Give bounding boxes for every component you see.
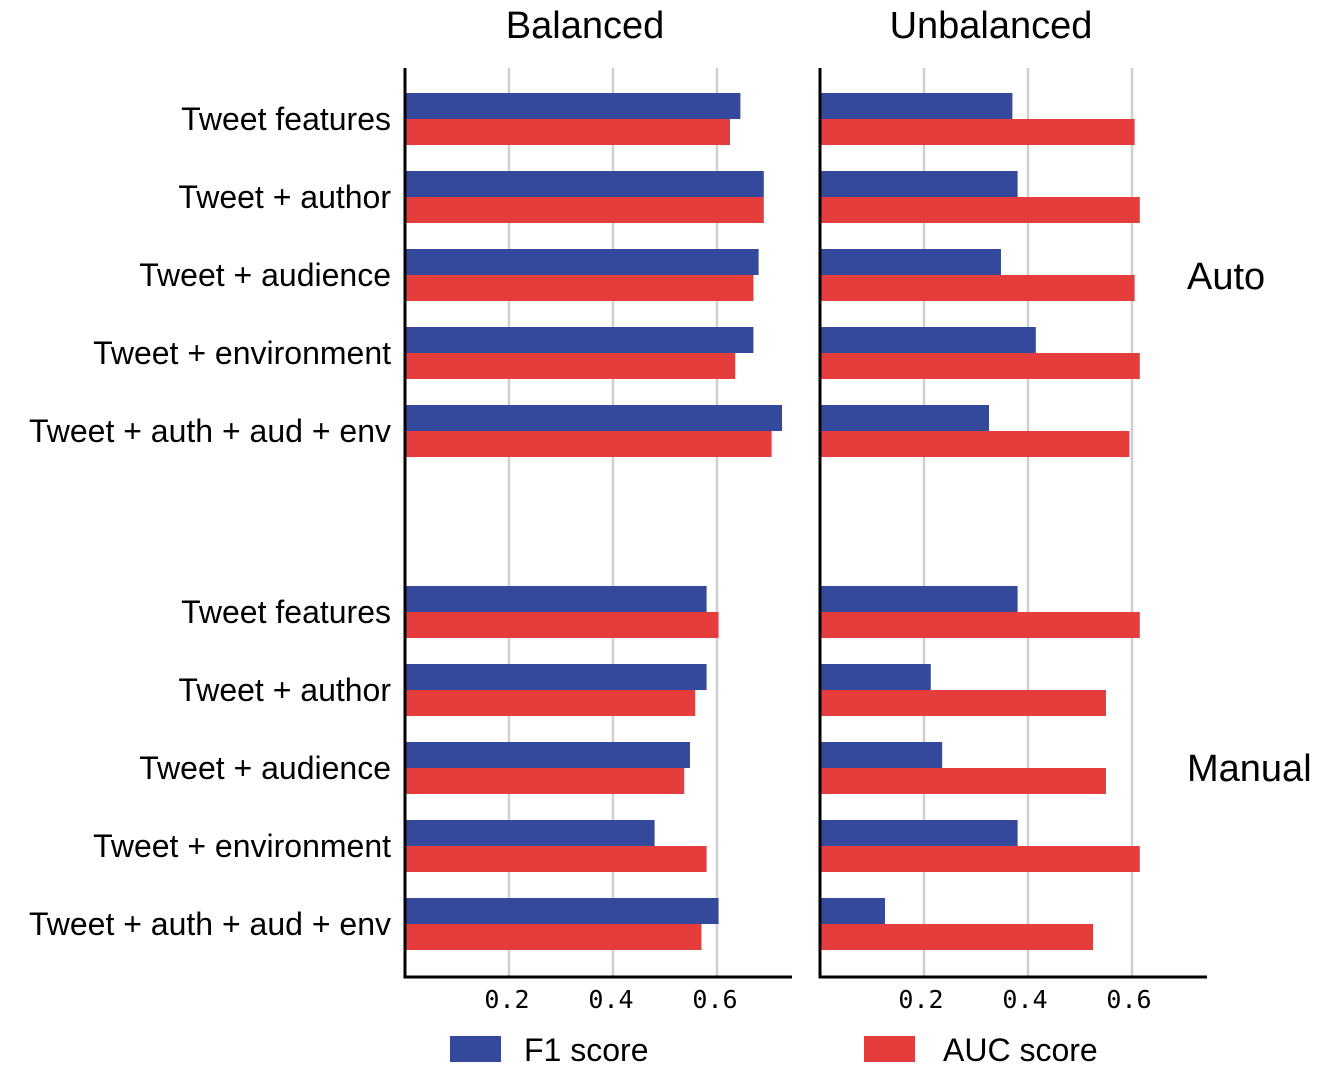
- tick-label-balanced-1: 0.4: [588, 985, 633, 1014]
- axis-layer: [403, 68, 1207, 979]
- bar-balanced-manual-3-auc-score: [405, 768, 685, 794]
- bar-balanced-auto-1-f1-score: [405, 93, 741, 119]
- category-label-auto-1: Tweet features: [181, 101, 391, 137]
- group-label-manual: Manual: [1187, 748, 1312, 790]
- legend-swatch-f1: [450, 1036, 501, 1062]
- bar-unbalanced-manual-4-auc-score: [820, 846, 1140, 872]
- bar-balanced-manual-1-auc-score: [405, 612, 719, 638]
- bar-unbalanced-manual-2-auc-score: [820, 690, 1106, 716]
- bar-unbalanced-manual-5-f1-score: [820, 898, 885, 924]
- bar-unbalanced-manual-1-f1-score: [820, 586, 1018, 612]
- bar-layer: [405, 93, 1140, 950]
- bar-unbalanced-auto-2-f1-score: [820, 171, 1018, 197]
- tick-label-unbalanced-1: 0.4: [1002, 985, 1047, 1014]
- category-label-manual-2: Tweet + author: [178, 672, 391, 708]
- bar-unbalanced-auto-1-auc-score: [820, 119, 1135, 145]
- bar-balanced-manual-4-f1-score: [405, 820, 655, 846]
- bar-unbalanced-manual-2-f1-score: [820, 664, 931, 690]
- bar-balanced-auto-4-f1-score: [405, 327, 754, 353]
- bar-unbalanced-manual-1-auc-score: [820, 612, 1140, 638]
- bar-unbalanced-manual-3-f1-score: [820, 742, 943, 768]
- category-label-manual-3: Tweet + audience: [139, 750, 391, 786]
- bar-unbalanced-auto-5-auc-score: [820, 431, 1130, 457]
- panel-title-balanced: Balanced: [506, 5, 664, 47]
- bar-unbalanced-auto-3-auc-score: [820, 275, 1135, 301]
- category-label-auto-4: Tweet + environment: [93, 335, 391, 371]
- category-label-manual-4: Tweet + environment: [93, 828, 391, 864]
- legend-label-f1: F1 score: [524, 1032, 648, 1068]
- panel-title-unbalanced: Unbalanced: [890, 5, 1093, 47]
- bar-balanced-manual-2-f1-score: [405, 664, 707, 690]
- bar-balanced-manual-2-auc-score: [405, 690, 696, 716]
- tick-label-balanced-0: 0.2: [484, 985, 529, 1014]
- bar-balanced-auto-2-auc-score: [405, 197, 764, 223]
- bar-unbalanced-manual-4-f1-score: [820, 820, 1018, 846]
- category-labels: Tweet features Tweet + author Tweet + audi…: [29, 101, 391, 942]
- bar-balanced-auto-4-auc-score: [405, 353, 736, 379]
- bar-balanced-manual-1-f1-score: [405, 586, 707, 612]
- category-label-auto-5: Tweet + auth + aud + env: [29, 413, 391, 449]
- bar-balanced-manual-4-auc-score: [405, 846, 707, 872]
- group-label-auto: Auto: [1187, 256, 1265, 298]
- bar-unbalanced-manual-3-auc-score: [820, 768, 1106, 794]
- bar-unbalanced-auto-2-auc-score: [820, 197, 1140, 223]
- bar-balanced-auto-5-auc-score: [405, 431, 772, 457]
- legend-swatch-auc: [864, 1036, 915, 1062]
- bar-unbalanced-auto-4-auc-score: [820, 353, 1140, 379]
- bar-unbalanced-auto-5-f1-score: [820, 405, 989, 431]
- category-label-auto-2: Tweet + author: [178, 179, 391, 215]
- bar-unbalanced-auto-3-f1-score: [820, 249, 1001, 275]
- category-label-manual-1: Tweet features: [181, 594, 391, 630]
- bar-balanced-auto-5-f1-score: [405, 405, 782, 431]
- bar-balanced-manual-5-auc-score: [405, 924, 702, 950]
- bar-balanced-manual-5-f1-score: [405, 898, 719, 924]
- bar-unbalanced-auto-1-f1-score: [820, 93, 1013, 119]
- category-label-manual-5: Tweet + auth + aud + env: [29, 906, 391, 942]
- bar-balanced-auto-3-auc-score: [405, 275, 754, 301]
- bar-unbalanced-manual-5-auc-score: [820, 924, 1093, 950]
- tick-label-unbalanced-2: 0.6: [1106, 985, 1151, 1014]
- bar-balanced-auto-3-f1-score: [405, 249, 759, 275]
- bar-balanced-auto-2-f1-score: [405, 171, 764, 197]
- tick-label-unbalanced-0: 0.2: [898, 985, 943, 1014]
- bar-unbalanced-auto-4-f1-score: [820, 327, 1036, 353]
- category-label-auto-3: Tweet + audience: [139, 257, 391, 293]
- bar-balanced-manual-3-f1-score: [405, 742, 690, 768]
- bar-balanced-auto-1-auc-score: [405, 119, 730, 145]
- legend-label-auc: AUC score: [943, 1032, 1098, 1068]
- tick-label-balanced-2: 0.6: [692, 985, 737, 1014]
